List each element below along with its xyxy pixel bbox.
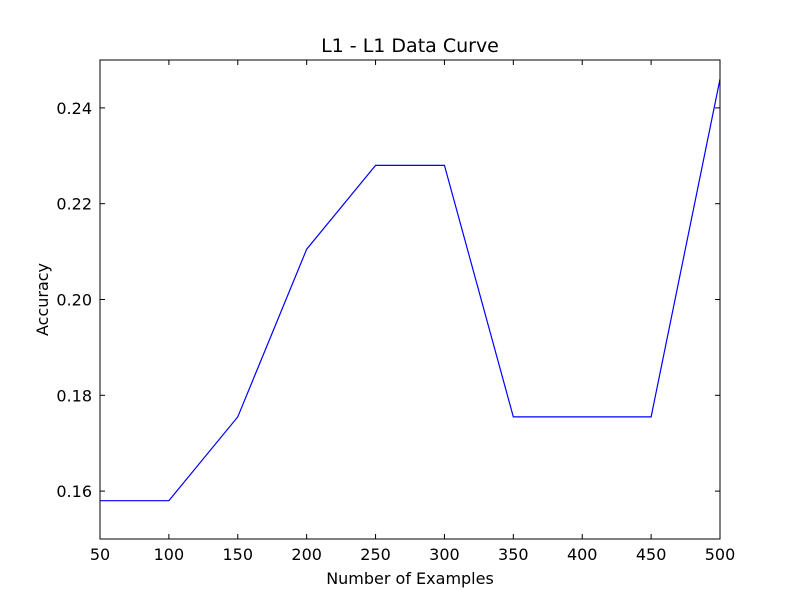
x-tick-label: 150: [223, 545, 254, 564]
y-tick-label: 0.24: [56, 99, 92, 118]
x-tick-label: 500: [705, 545, 736, 564]
x-tick-label: 400: [567, 545, 598, 564]
plot-frame: [99, 59, 721, 540]
x-tick-label: 50: [90, 545, 110, 564]
x-tick-label: 100: [154, 545, 185, 564]
x-tick-label: 350: [498, 545, 529, 564]
y-tick-label: 0.18: [56, 386, 92, 405]
plot-area: [100, 60, 720, 539]
ticks-layer: 50 100 150 200 250 300 350 400 450 500 0.16 0.18 0.2…: [56, 60, 735, 564]
y-axis-label: Accuracy: [33, 263, 52, 336]
x-axis-label: Number of Examples: [326, 569, 494, 588]
y-tick-label: 0.22: [56, 195, 92, 214]
x-tick-label: 450: [636, 545, 667, 564]
chart-title: L1 - L1 Data Curve: [321, 35, 499, 57]
x-tick-label: 300: [429, 545, 460, 564]
y-tick-label: 0.16: [56, 482, 92, 501]
x-tick-label: 200: [291, 545, 322, 564]
y-tick-label: 0.20: [56, 291, 92, 310]
series-line: [100, 79, 721, 502]
x-tick-label: 250: [360, 545, 391, 564]
